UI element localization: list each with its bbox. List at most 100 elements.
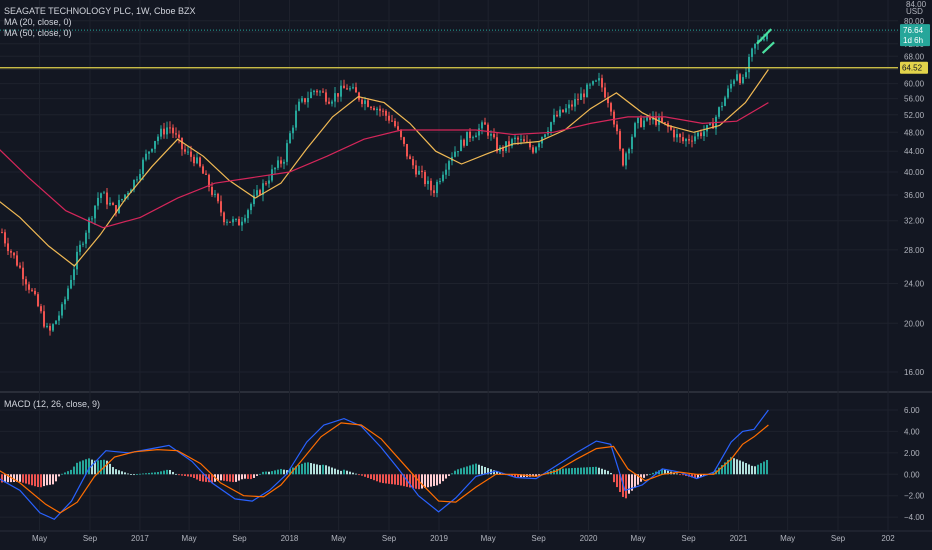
signal-line[interactable]: [0, 422, 769, 514]
histogram-bar: [433, 474, 435, 486]
candle-body: [709, 123, 711, 125]
histogram-bar: [667, 470, 669, 475]
histogram-bar: [511, 474, 513, 477]
candle-body: [409, 156, 411, 160]
level-price-label: 64.52: [902, 64, 923, 73]
histogram-bar: [187, 474, 189, 477]
time-tick-label: Sep: [831, 534, 846, 543]
histogram-bar: [490, 469, 492, 475]
ma50-line[interactable]: [0, 102, 769, 229]
candle-body: [460, 139, 462, 152]
histogram-bar: [43, 474, 45, 487]
candle-body: [529, 142, 531, 148]
candle-body: [583, 93, 585, 98]
histogram-bar: [172, 471, 174, 475]
ma20-line[interactable]: [0, 69, 769, 267]
candle-body: [748, 56, 750, 73]
candle-body: [694, 136, 696, 142]
histogram-bar: [64, 472, 66, 475]
histogram-bar: [697, 474, 699, 479]
histogram-bar: [190, 474, 192, 477]
candle-body: [136, 179, 138, 181]
histogram-bar: [175, 473, 177, 475]
candle-body: [589, 84, 591, 86]
macd-legend[interactable]: MACD (12, 26, close, 9): [4, 399, 101, 409]
histogram-bar: [595, 466, 597, 475]
histogram-bar: [16, 474, 18, 482]
candle-body: [568, 104, 570, 109]
candle-body: [598, 78, 600, 81]
candle-body: [484, 122, 486, 125]
histogram-bar: [610, 472, 612, 475]
candle-body: [619, 131, 621, 149]
level-price-tag[interactable]: [900, 61, 928, 74]
histogram-bar: [124, 472, 126, 475]
candle-body: [718, 107, 720, 117]
candle-body: [412, 159, 414, 166]
histogram-bar: [487, 468, 489, 475]
price-tick-label: 40.00: [904, 168, 925, 177]
candle-body: [475, 135, 477, 138]
candle-body: [316, 90, 318, 93]
histogram-bar: [223, 474, 225, 481]
histogram-bar: [115, 469, 117, 475]
candle-body: [586, 84, 588, 98]
histogram-bar: [340, 470, 342, 475]
candle-body: [361, 99, 363, 104]
candle-body: [337, 93, 339, 97]
trend-line[interactable]: [761, 41, 775, 54]
candle-body: [736, 74, 738, 81]
candle-body: [610, 103, 612, 112]
candle-body: [595, 80, 597, 82]
candle-body: [88, 218, 90, 233]
histogram-bar: [268, 471, 270, 475]
candle-body: [283, 161, 285, 164]
macd-axis[interactable]: 6.00 4.00 2.00 0.00 −2.00 −4.00: [904, 406, 925, 522]
histogram-bar: [355, 473, 357, 475]
candle-body: [289, 133, 291, 144]
histogram-bar: [592, 466, 594, 475]
candle-body: [34, 290, 36, 295]
trend-line[interactable]: [756, 28, 773, 45]
candle-body: [103, 192, 105, 194]
candle-body: [13, 252, 15, 256]
candle-body: [172, 127, 174, 134]
histogram-bar: [580, 467, 582, 475]
candle-body: [640, 117, 642, 127]
candle-body: [676, 134, 678, 138]
histogram-bar: [703, 474, 705, 476]
histogram-bar: [466, 466, 468, 475]
histogram-bar: [1, 474, 3, 483]
candle-body: [454, 151, 456, 157]
ma20-legend[interactable]: MA (20, close, 0): [4, 17, 72, 27]
candle-body: [553, 114, 555, 123]
histogram-bar: [448, 474, 450, 476]
histogram-bar: [313, 463, 315, 475]
candle-body: [679, 134, 681, 138]
histogram-bar: [712, 472, 714, 475]
histogram-bar: [271, 471, 273, 475]
time-axis[interactable]: 16MaySep2017MaySep2018MaySep2019MaySep20…: [0, 534, 895, 543]
symbol-legend[interactable]: SEAGATE TECHNOLOGY PLC, 1W, Cboe BZX MA …: [4, 6, 196, 39]
candle-body: [421, 170, 423, 172]
candle-body: [226, 221, 228, 223]
candle-body: [280, 160, 282, 164]
histogram-bar: [247, 474, 249, 479]
time-tick-label: 2018: [281, 534, 299, 543]
candle-body: [118, 200, 120, 213]
histogram-bar: [388, 474, 390, 484]
histogram-bar: [631, 474, 633, 491]
candle-body: [517, 137, 519, 140]
candle-body: [25, 279, 27, 285]
candle-body: [649, 116, 651, 120]
last-price-tag[interactable]: [900, 24, 930, 47]
candle-body: [250, 204, 252, 211]
histogram-bar: [613, 474, 615, 483]
time-tick-label: May: [182, 534, 197, 543]
ma50-legend[interactable]: MA (50, close, 0): [4, 28, 72, 38]
histogram-bar: [382, 474, 384, 484]
candle-body: [16, 255, 18, 266]
candle-body: [487, 124, 489, 136]
